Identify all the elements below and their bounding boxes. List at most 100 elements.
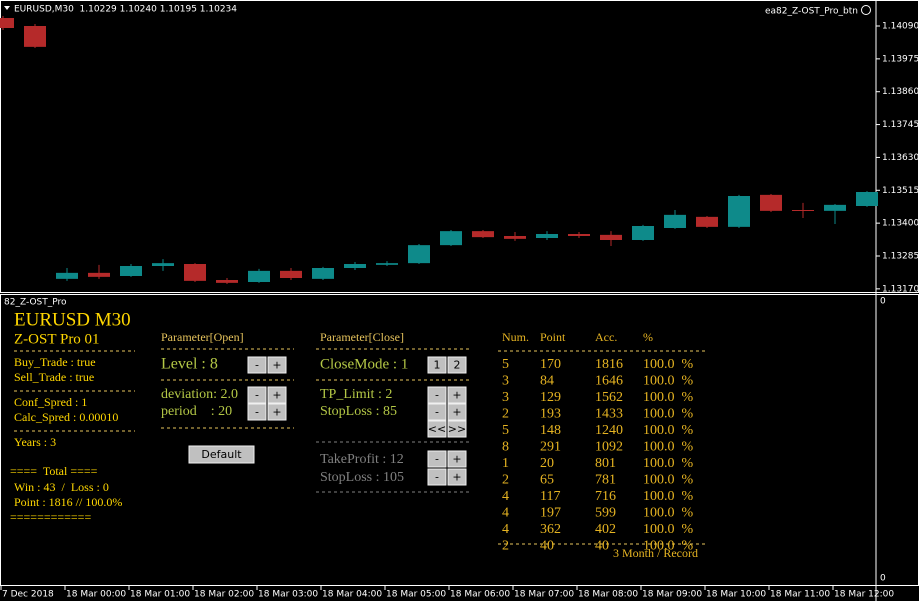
button-label[interactable]: + xyxy=(272,359,281,372)
button[interactable] xyxy=(247,356,267,374)
button-label[interactable]: - xyxy=(255,389,259,402)
table-cell: 2 xyxy=(502,539,509,554)
ea-button[interactable]: ea82_Z-OST_Pro_btn xyxy=(765,7,858,17)
table-cell: 100.0 % xyxy=(643,390,694,405)
button-label[interactable]: << xyxy=(428,423,446,436)
button-label[interactable]: 1 xyxy=(434,359,441,372)
table-cell: 197 xyxy=(540,506,561,521)
button[interactable] xyxy=(427,468,447,486)
param: deviation: 2.0 xyxy=(161,387,238,402)
summary-line: ==== Total ==== xyxy=(10,464,98,478)
candle-body xyxy=(280,270,302,278)
candle-body xyxy=(792,210,814,211)
button[interactable] xyxy=(267,403,287,421)
table-cell: 2 xyxy=(502,407,509,422)
button-label[interactable]: - xyxy=(435,471,439,484)
button-label[interactable]: - xyxy=(435,406,439,419)
button[interactable] xyxy=(447,420,467,438)
candle-body xyxy=(664,214,686,228)
button-label[interactable]: - xyxy=(255,406,259,419)
table-cell: 100.0 % xyxy=(643,506,694,521)
button[interactable] xyxy=(247,403,267,421)
table-cell: 100.0 % xyxy=(643,489,694,504)
button[interactable] xyxy=(267,356,287,374)
param: StopLoss : 85 xyxy=(320,404,397,419)
y-tick-label: 1.13400 xyxy=(882,219,919,229)
candle-body xyxy=(600,234,622,240)
table-cell: 2 xyxy=(502,473,509,488)
table-cell: 100.0 % xyxy=(643,522,694,537)
button[interactable] xyxy=(447,403,467,421)
param: CloseMode : 1 xyxy=(320,356,408,372)
candle-body xyxy=(88,272,110,277)
button[interactable] xyxy=(267,386,287,404)
table-cell: 716 xyxy=(595,489,616,504)
y-tick-label: 1.13745 xyxy=(882,120,919,130)
subwindow-title: 82_Z-OST_Pro xyxy=(4,298,67,308)
subwindow-scale: 0 xyxy=(880,574,886,584)
param-disabled: TakeProfit : 12 xyxy=(320,452,404,467)
button[interactable] xyxy=(427,356,447,374)
candle-body xyxy=(56,272,78,279)
candle-body xyxy=(440,231,462,246)
button-label[interactable]: Default xyxy=(201,448,242,461)
button[interactable] xyxy=(447,386,467,404)
candle-body xyxy=(568,234,590,236)
candle-body xyxy=(856,192,878,206)
sub-window xyxy=(0,294,919,586)
button-label[interactable]: + xyxy=(452,453,461,466)
subwindow-scale: 0 xyxy=(880,297,886,307)
button[interactable] xyxy=(427,420,447,438)
x-tick-label: 18 Mar 05:00 xyxy=(386,590,446,600)
table-cell: 100.0 % xyxy=(643,423,694,438)
x-tick-label: 7 Dec 2018 xyxy=(2,590,54,600)
button[interactable] xyxy=(427,450,447,468)
button[interactable] xyxy=(447,468,467,486)
table-cell: 100.0 % xyxy=(643,539,694,554)
y-tick-label: 1.13515 xyxy=(882,186,919,196)
summary-line: Win : 43 / Loss : 0 xyxy=(14,480,109,494)
table-cell: 100.0 % xyxy=(643,407,694,422)
button-label[interactable]: + xyxy=(452,471,461,484)
section-title: Parameter[Close] xyxy=(320,330,404,344)
param-disabled: StopLoss : 105 xyxy=(320,470,404,485)
table-cell: 599 xyxy=(595,506,616,521)
ea-icon[interactable] xyxy=(861,5,871,15)
button[interactable] xyxy=(427,403,447,421)
y-tick-label: 1.13170 xyxy=(882,284,919,294)
button-label[interactable]: + xyxy=(272,389,281,402)
menu-arrow[interactable] xyxy=(4,6,10,10)
table-cell: 1816 xyxy=(595,357,623,372)
button-label[interactable]: + xyxy=(452,389,461,402)
button-label[interactable]: - xyxy=(435,453,439,466)
button[interactable] xyxy=(247,386,267,404)
x-tick-label: 18 Mar 09:00 xyxy=(642,590,702,600)
table-header: % xyxy=(643,330,653,344)
table-cell: 20 xyxy=(540,456,554,471)
table-cell: 1646 xyxy=(595,374,623,389)
candle-body xyxy=(216,280,238,283)
button[interactable] xyxy=(188,445,255,464)
table-cell: 1 xyxy=(502,456,509,471)
table-cell: 100.0 % xyxy=(643,473,694,488)
button-label[interactable]: >> xyxy=(448,423,466,436)
button-label[interactable]: - xyxy=(435,389,439,402)
table-cell: 1092 xyxy=(595,440,623,455)
button[interactable] xyxy=(447,356,467,374)
button-label[interactable]: + xyxy=(272,406,281,419)
candle-body xyxy=(152,263,174,266)
button-label[interactable]: + xyxy=(452,406,461,419)
candle-body xyxy=(408,245,430,264)
button-label[interactable]: 2 xyxy=(454,359,461,372)
x-tick-label: 18 Mar 08:00 xyxy=(578,590,638,600)
button-label[interactable]: - xyxy=(255,359,259,372)
candle-body xyxy=(472,231,494,238)
table-cell: 1240 xyxy=(595,423,623,438)
table-cell: 3 xyxy=(502,390,509,405)
button[interactable] xyxy=(447,450,467,468)
table-header: Acc. xyxy=(595,330,617,344)
table-cell: 362 xyxy=(540,522,561,537)
button[interactable] xyxy=(427,386,447,404)
